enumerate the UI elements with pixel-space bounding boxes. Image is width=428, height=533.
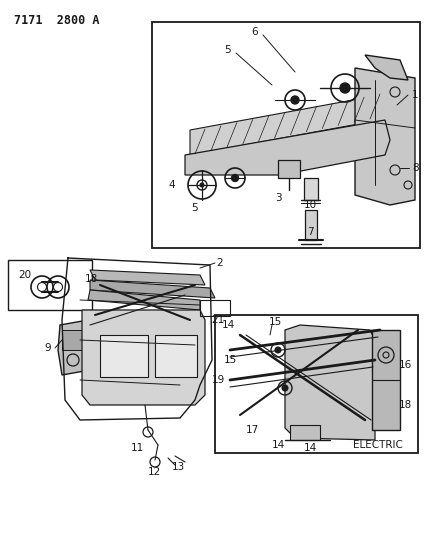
Polygon shape <box>190 120 380 165</box>
Circle shape <box>200 183 204 187</box>
Circle shape <box>232 174 238 182</box>
Polygon shape <box>285 325 375 440</box>
Text: ELECTRIC: ELECTRIC <box>353 440 403 450</box>
Text: 1: 1 <box>412 90 418 100</box>
Polygon shape <box>82 310 205 405</box>
Text: 10: 10 <box>303 200 317 210</box>
Text: 5: 5 <box>225 45 231 55</box>
Bar <box>100 335 148 377</box>
Circle shape <box>291 96 299 104</box>
Text: 5: 5 <box>192 203 198 213</box>
Text: 15: 15 <box>268 317 282 327</box>
Text: 9: 9 <box>45 343 51 353</box>
Circle shape <box>282 385 288 391</box>
Text: 6: 6 <box>252 27 259 37</box>
Bar <box>290 425 320 440</box>
Bar <box>278 160 300 178</box>
Bar <box>304 178 318 200</box>
Bar <box>215 315 418 453</box>
Bar <box>200 300 230 316</box>
Polygon shape <box>355 68 415 205</box>
Text: 3: 3 <box>275 193 281 203</box>
Text: 13: 13 <box>171 462 184 472</box>
Bar <box>152 22 420 248</box>
Text: 15: 15 <box>223 355 237 365</box>
Polygon shape <box>185 120 390 175</box>
Polygon shape <box>90 280 215 298</box>
Circle shape <box>340 83 350 93</box>
Polygon shape <box>190 95 388 155</box>
Text: 20: 20 <box>18 270 31 280</box>
Text: 12: 12 <box>147 467 160 477</box>
Bar <box>155 335 197 377</box>
Polygon shape <box>58 320 90 375</box>
Bar <box>62 330 84 350</box>
Text: 18: 18 <box>398 400 412 410</box>
Text: 21: 21 <box>211 315 225 325</box>
Polygon shape <box>90 270 205 285</box>
Text: 7171  2800 A: 7171 2800 A <box>14 14 99 27</box>
Polygon shape <box>365 55 408 80</box>
Text: 18: 18 <box>84 274 98 284</box>
Text: 8: 8 <box>413 163 419 173</box>
Text: 14: 14 <box>221 320 235 330</box>
Polygon shape <box>88 290 200 310</box>
Bar <box>8 260 92 310</box>
Bar <box>305 210 317 240</box>
Text: 14: 14 <box>303 443 317 453</box>
Text: 19: 19 <box>211 375 225 385</box>
Text: 4: 4 <box>169 180 175 190</box>
Text: 11: 11 <box>131 443 144 453</box>
Circle shape <box>275 347 281 353</box>
Text: 16: 16 <box>398 360 412 370</box>
Text: 2: 2 <box>217 258 223 268</box>
Text: 17: 17 <box>245 425 259 435</box>
Bar <box>372 330 400 430</box>
Text: 7: 7 <box>307 227 313 237</box>
Text: 14: 14 <box>271 440 285 450</box>
